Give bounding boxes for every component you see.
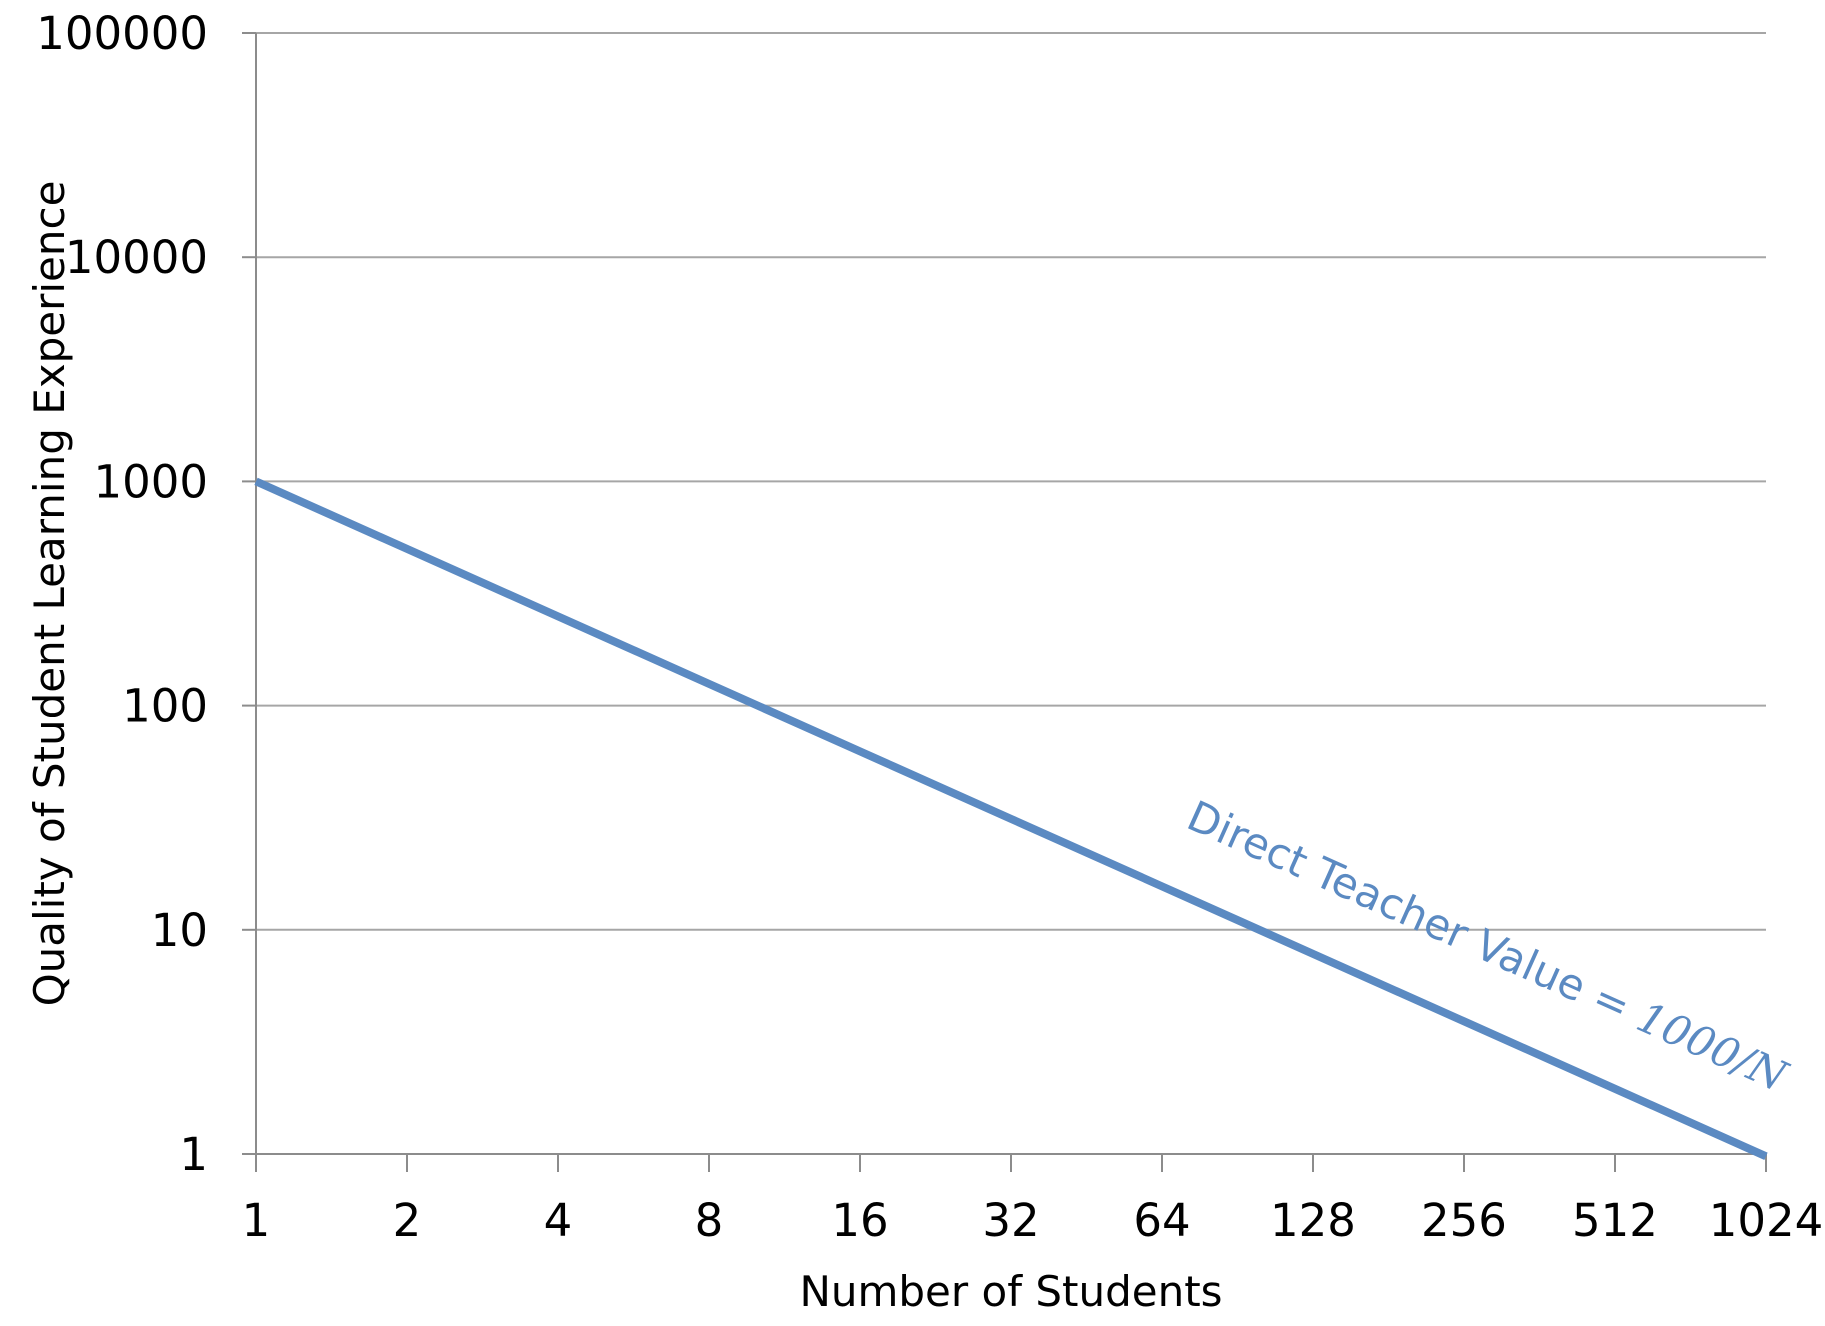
series-line (254, 477, 1768, 1160)
y-tick-label: 1 (179, 1128, 208, 1181)
x-tick-labels: 1 2 4 8 16 32 64 128 256 512 1024 (242, 1194, 1824, 1247)
y-tick-label: 100000 (36, 7, 208, 60)
series-group (254, 477, 1768, 1160)
y-tick-label: 10 (151, 904, 208, 957)
series-annotation: Direct Teacher Value = 1000/N (1180, 791, 1795, 1102)
x-tick-label: 8 (695, 1194, 724, 1247)
x-tick-label: 64 (1133, 1194, 1190, 1247)
y-axis-title: Quality of Student Learning Experience (25, 181, 74, 1007)
gridlines (256, 32, 1766, 931)
x-tick-label: 32 (982, 1194, 1039, 1247)
y-tick-labels: 1 10 100 1000 10000 100000 (36, 7, 208, 1181)
x-tick-label: 512 (1572, 1194, 1658, 1247)
y-tick-label: 100 (122, 680, 208, 733)
x-tick-label: 128 (1270, 1194, 1356, 1247)
y-tick-label: 1000 (93, 455, 208, 508)
y-tick-label: 10000 (65, 231, 208, 284)
x-tick-label: 16 (831, 1194, 888, 1247)
x-tick-label: 4 (544, 1194, 573, 1247)
axes (242, 32, 1767, 1172)
x-tick-label: 2 (393, 1194, 422, 1247)
x-tick-label: 1024 (1709, 1194, 1824, 1247)
x-tick-label: 1 (242, 1194, 271, 1247)
x-axis-title: Number of Students (799, 1267, 1222, 1316)
x-tick-label: 256 (1421, 1194, 1507, 1247)
annotation-formula: 1000/N (1630, 992, 1795, 1102)
